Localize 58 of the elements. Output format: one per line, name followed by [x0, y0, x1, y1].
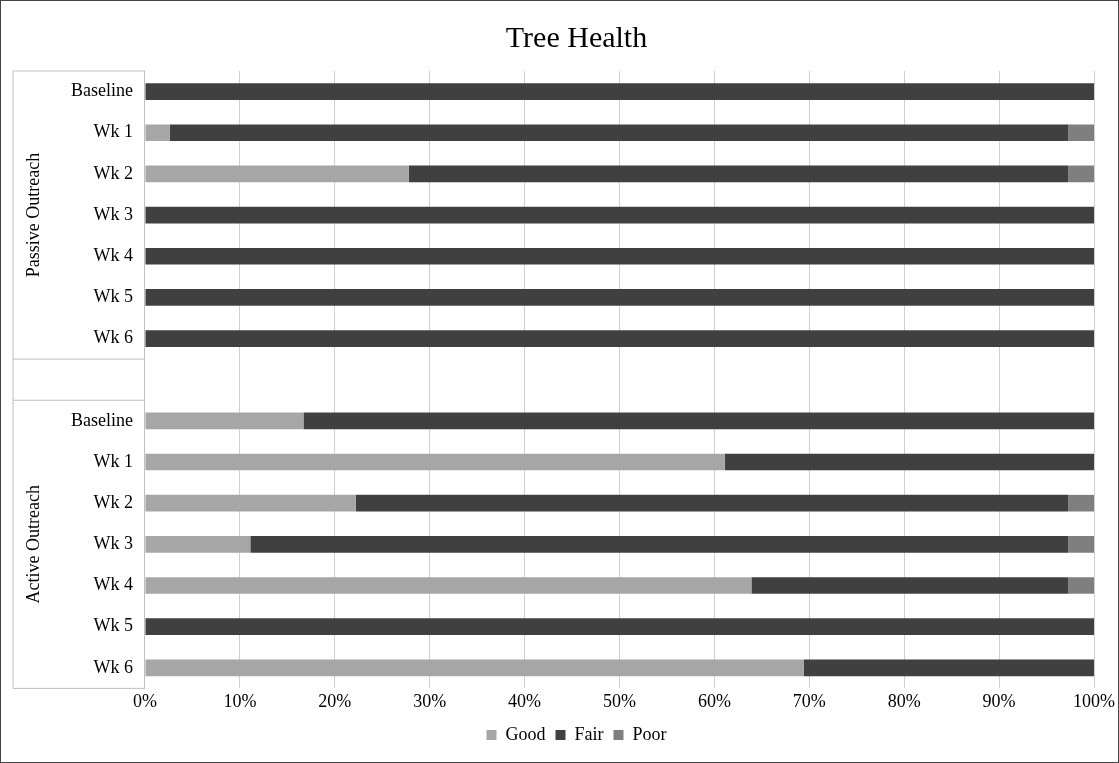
- y-tick-label: Wk 6: [93, 327, 133, 348]
- bar: [145, 124, 170, 142]
- y-tick-label: Wk 5: [93, 615, 133, 636]
- bar: [751, 577, 1069, 594]
- bar: [145, 247, 1094, 265]
- x-tick-label: 90%: [982, 690, 1016, 711]
- y-tick-label: Wk 5: [93, 286, 133, 307]
- bar: [145, 618, 1094, 635]
- y-tick-label: Wk 4: [93, 574, 133, 595]
- y-tick-label: Wk 3: [93, 203, 133, 224]
- text: Passive Outreach: [22, 152, 43, 278]
- y-tick-label: Baseline: [71, 80, 133, 101]
- x-tick-label: 20%: [318, 690, 352, 711]
- text: Active Outreach: [22, 485, 43, 604]
- bar: [145, 412, 304, 430]
- bar: [803, 659, 1094, 677]
- y-tick-label: Wk 2: [93, 491, 133, 512]
- x-tick-label: 40%: [508, 690, 542, 711]
- y-tick-label: Wk 6: [93, 656, 133, 677]
- x-tick-label: 30%: [413, 690, 447, 711]
- bar: [145, 330, 1094, 347]
- y-tick-label: Wk 3: [93, 533, 133, 554]
- bar: [408, 165, 1069, 183]
- bar: [724, 453, 1094, 471]
- bar: [1068, 165, 1094, 183]
- y-tick-label: Wk 4: [93, 244, 133, 265]
- x-tick-label: 70%: [792, 690, 826, 711]
- bar: [145, 289, 1094, 306]
- legend-label: Poor: [632, 723, 667, 744]
- y-tick-label: Wk 1: [93, 121, 133, 142]
- bar: [169, 124, 1069, 142]
- x-tick-label: 80%: [887, 690, 921, 711]
- y-tick-label: Wk 2: [93, 162, 133, 183]
- x-tick-label: 60%: [697, 690, 731, 711]
- x-tick-label: 10%: [223, 690, 257, 711]
- bar: [1068, 124, 1094, 142]
- bar: [145, 536, 251, 553]
- x-tick-label: 100%: [1073, 690, 1115, 711]
- chart-title: Tree Health: [505, 19, 648, 53]
- legend-label: Fair: [574, 723, 604, 744]
- bar: [145, 453, 725, 471]
- y-tick-label: Wk 1: [93, 450, 133, 471]
- bar: [145, 206, 1094, 224]
- bar: [145, 659, 804, 677]
- bar: [250, 536, 1069, 553]
- y-tick-label: Baseline: [71, 409, 133, 430]
- bar: [1068, 494, 1094, 512]
- x-tick-label: 0%: [132, 690, 157, 711]
- bar: [145, 83, 1094, 100]
- bar: [145, 577, 752, 594]
- x-tick-label: 50%: [602, 690, 636, 711]
- bar: [1068, 577, 1094, 594]
- legend-label: Good: [505, 723, 546, 744]
- bar: [145, 494, 356, 512]
- bar: [145, 165, 409, 183]
- bar: [303, 412, 1094, 430]
- bar: [1068, 536, 1094, 553]
- bar: [355, 494, 1069, 512]
